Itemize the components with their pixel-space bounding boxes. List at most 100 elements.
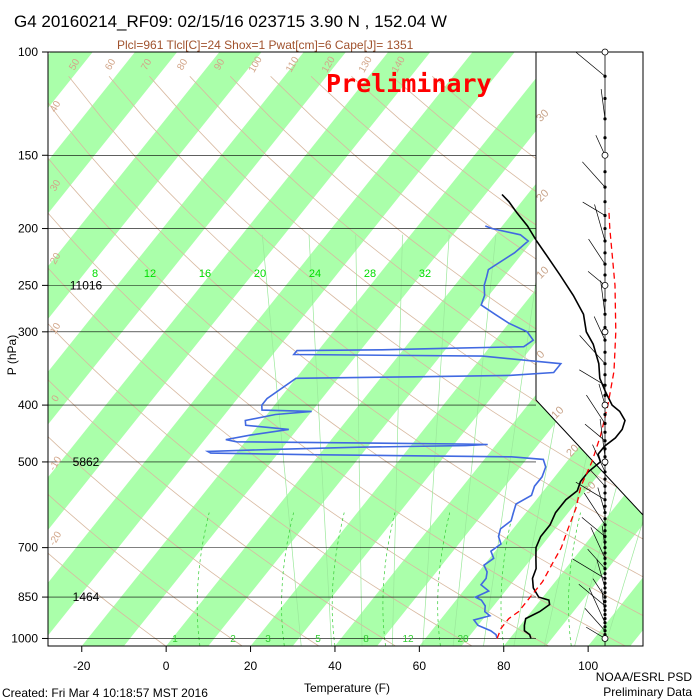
wind-barb-dot: [603, 576, 607, 581]
wind-barb-dot: [603, 617, 607, 621]
wind-barb-dot: [603, 430, 607, 434]
x-tick-label: 40: [328, 659, 342, 673]
wind-barb-shaft: [600, 280, 606, 315]
wind-barb-shaft: [587, 548, 606, 569]
y-tick-label: 100: [18, 45, 38, 59]
moist-adiabat: [261, 234, 302, 646]
wind-barb-shaft: [599, 419, 606, 457]
moist-adiabat: [604, 519, 643, 646]
wind-barb-dot: [603, 590, 607, 595]
wind-barb-dot: [603, 325, 607, 330]
wind-barb-dot: [603, 136, 607, 140]
y-tick-label: 150: [18, 148, 38, 162]
wind-barb-shaft: [585, 626, 606, 639]
wind-barb-shaft: [572, 558, 606, 579]
isotherm-label: 8: [92, 268, 98, 280]
dry-adiabat-label: 30: [48, 178, 63, 194]
isotherm-label: 20: [254, 268, 266, 280]
wind-barb-dot: [603, 251, 607, 255]
org-label: NOAA/ESRL PSD: [596, 670, 693, 684]
wind-barb-dot: [603, 529, 607, 533]
chart-subtitle: Plcl=961 Tlcl[C]=24 Shox=1 Pwat[cm]=6 Ca…: [117, 38, 414, 52]
height-label: 5862: [73, 455, 100, 469]
wind-barb-dot: [603, 373, 607, 377]
wind-calm-circle: [601, 458, 609, 466]
wind-barb-shaft: [590, 469, 606, 487]
wind-barb-dot: [603, 298, 607, 302]
wind-barb-shaft: [581, 517, 606, 537]
wind-barb-shaft: [590, 527, 606, 559]
dry-adiabat-label: 60: [103, 57, 118, 73]
dry-adiabat: [149, 76, 643, 467]
isotherm-band: [588, 577, 643, 646]
height-label: 11016: [70, 278, 103, 292]
dry-adiabat: [48, 267, 549, 646]
dry-adiabat: [48, 552, 166, 646]
wind-barb-shaft: [588, 588, 606, 623]
dewpoint-trace: [204, 225, 563, 639]
x-tick-label: 80: [497, 659, 511, 673]
moist-adiabat: [355, 234, 363, 646]
isotherm-band: [48, 52, 346, 425]
wind-barb-dot: [603, 226, 607, 231]
wind-barb-dot: [603, 447, 607, 451]
wind-barb-dot: [603, 581, 607, 585]
mixing-ratio-label: 8: [363, 634, 369, 645]
moist-adiabat: [483, 234, 544, 646]
y-tick-label: 1000: [11, 631, 38, 645]
wind-calm-circle: [601, 48, 609, 56]
wind-barb-dot: [603, 621, 607, 625]
dry-adiabat: [68, 76, 643, 540]
x-tick-label: 0: [163, 659, 170, 673]
wind-profile: [572, 48, 609, 646]
mixing-ratio-label: 1: [172, 634, 178, 645]
y-tick-label: 700: [18, 541, 38, 555]
x-axis-label: Temperature (F): [304, 681, 390, 695]
wind-barb-shaft: [593, 316, 606, 341]
preliminary-watermark: Preliminary: [326, 69, 492, 98]
wind-barb-shaft: [583, 492, 606, 525]
isotherm-band: [48, 52, 431, 530]
mixing-ratio-label: 20: [457, 634, 469, 645]
mixing-ratio-line: [331, 512, 345, 646]
wind-barb-dot: [603, 477, 607, 481]
moist-adiabat: [391, 234, 403, 646]
wind-barb-dot: [603, 170, 607, 174]
wind-barb-shaft: [592, 578, 606, 598]
isotherm-label: 16: [199, 268, 211, 280]
dry-adiabat-label: 20: [48, 251, 63, 267]
dry-adiabat-label: -20: [47, 529, 64, 547]
isotherm-band: [673, 52, 700, 646]
wind-calm-circle: [601, 151, 609, 159]
wind-barb-shaft: [584, 608, 606, 631]
wind-barb-dot: [603, 273, 607, 277]
wind-barb-shaft: [575, 51, 606, 77]
y-tick-label: 200: [18, 222, 38, 236]
y-tick-label: 400: [18, 398, 38, 412]
wind-barb-shaft: [579, 335, 606, 364]
mixing-ratio-line: [437, 512, 451, 646]
wind-barb-shaft: [582, 201, 606, 216]
wind-barb-shaft: [600, 89, 606, 119]
dry-adiabat: [48, 379, 396, 646]
wind-barb-shaft: [598, 383, 606, 406]
dry-adiabat: [48, 323, 473, 646]
isotherm-band: [48, 52, 515, 636]
wind-barb-shaft: [582, 161, 606, 188]
dry-adiabat: [48, 102, 643, 578]
mixing-ratio-line: [568, 512, 581, 646]
mixing-ratio-label: 3: [265, 634, 271, 645]
y-tick-label: 300: [18, 325, 38, 339]
x-tick-label: 100: [578, 659, 598, 673]
isotherm-band: [503, 471, 643, 646]
wind-calm-circle: [601, 281, 609, 289]
isotherm-label: 28: [364, 268, 376, 280]
wind-calm-circle: [601, 635, 609, 642]
wind-barb-shaft: [586, 394, 606, 424]
mixing-ratio-line: [382, 512, 396, 646]
y-tick-label: 250: [18, 278, 38, 292]
mixing-ratio-line: [196, 512, 210, 646]
wind-barb-dot: [603, 540, 607, 544]
